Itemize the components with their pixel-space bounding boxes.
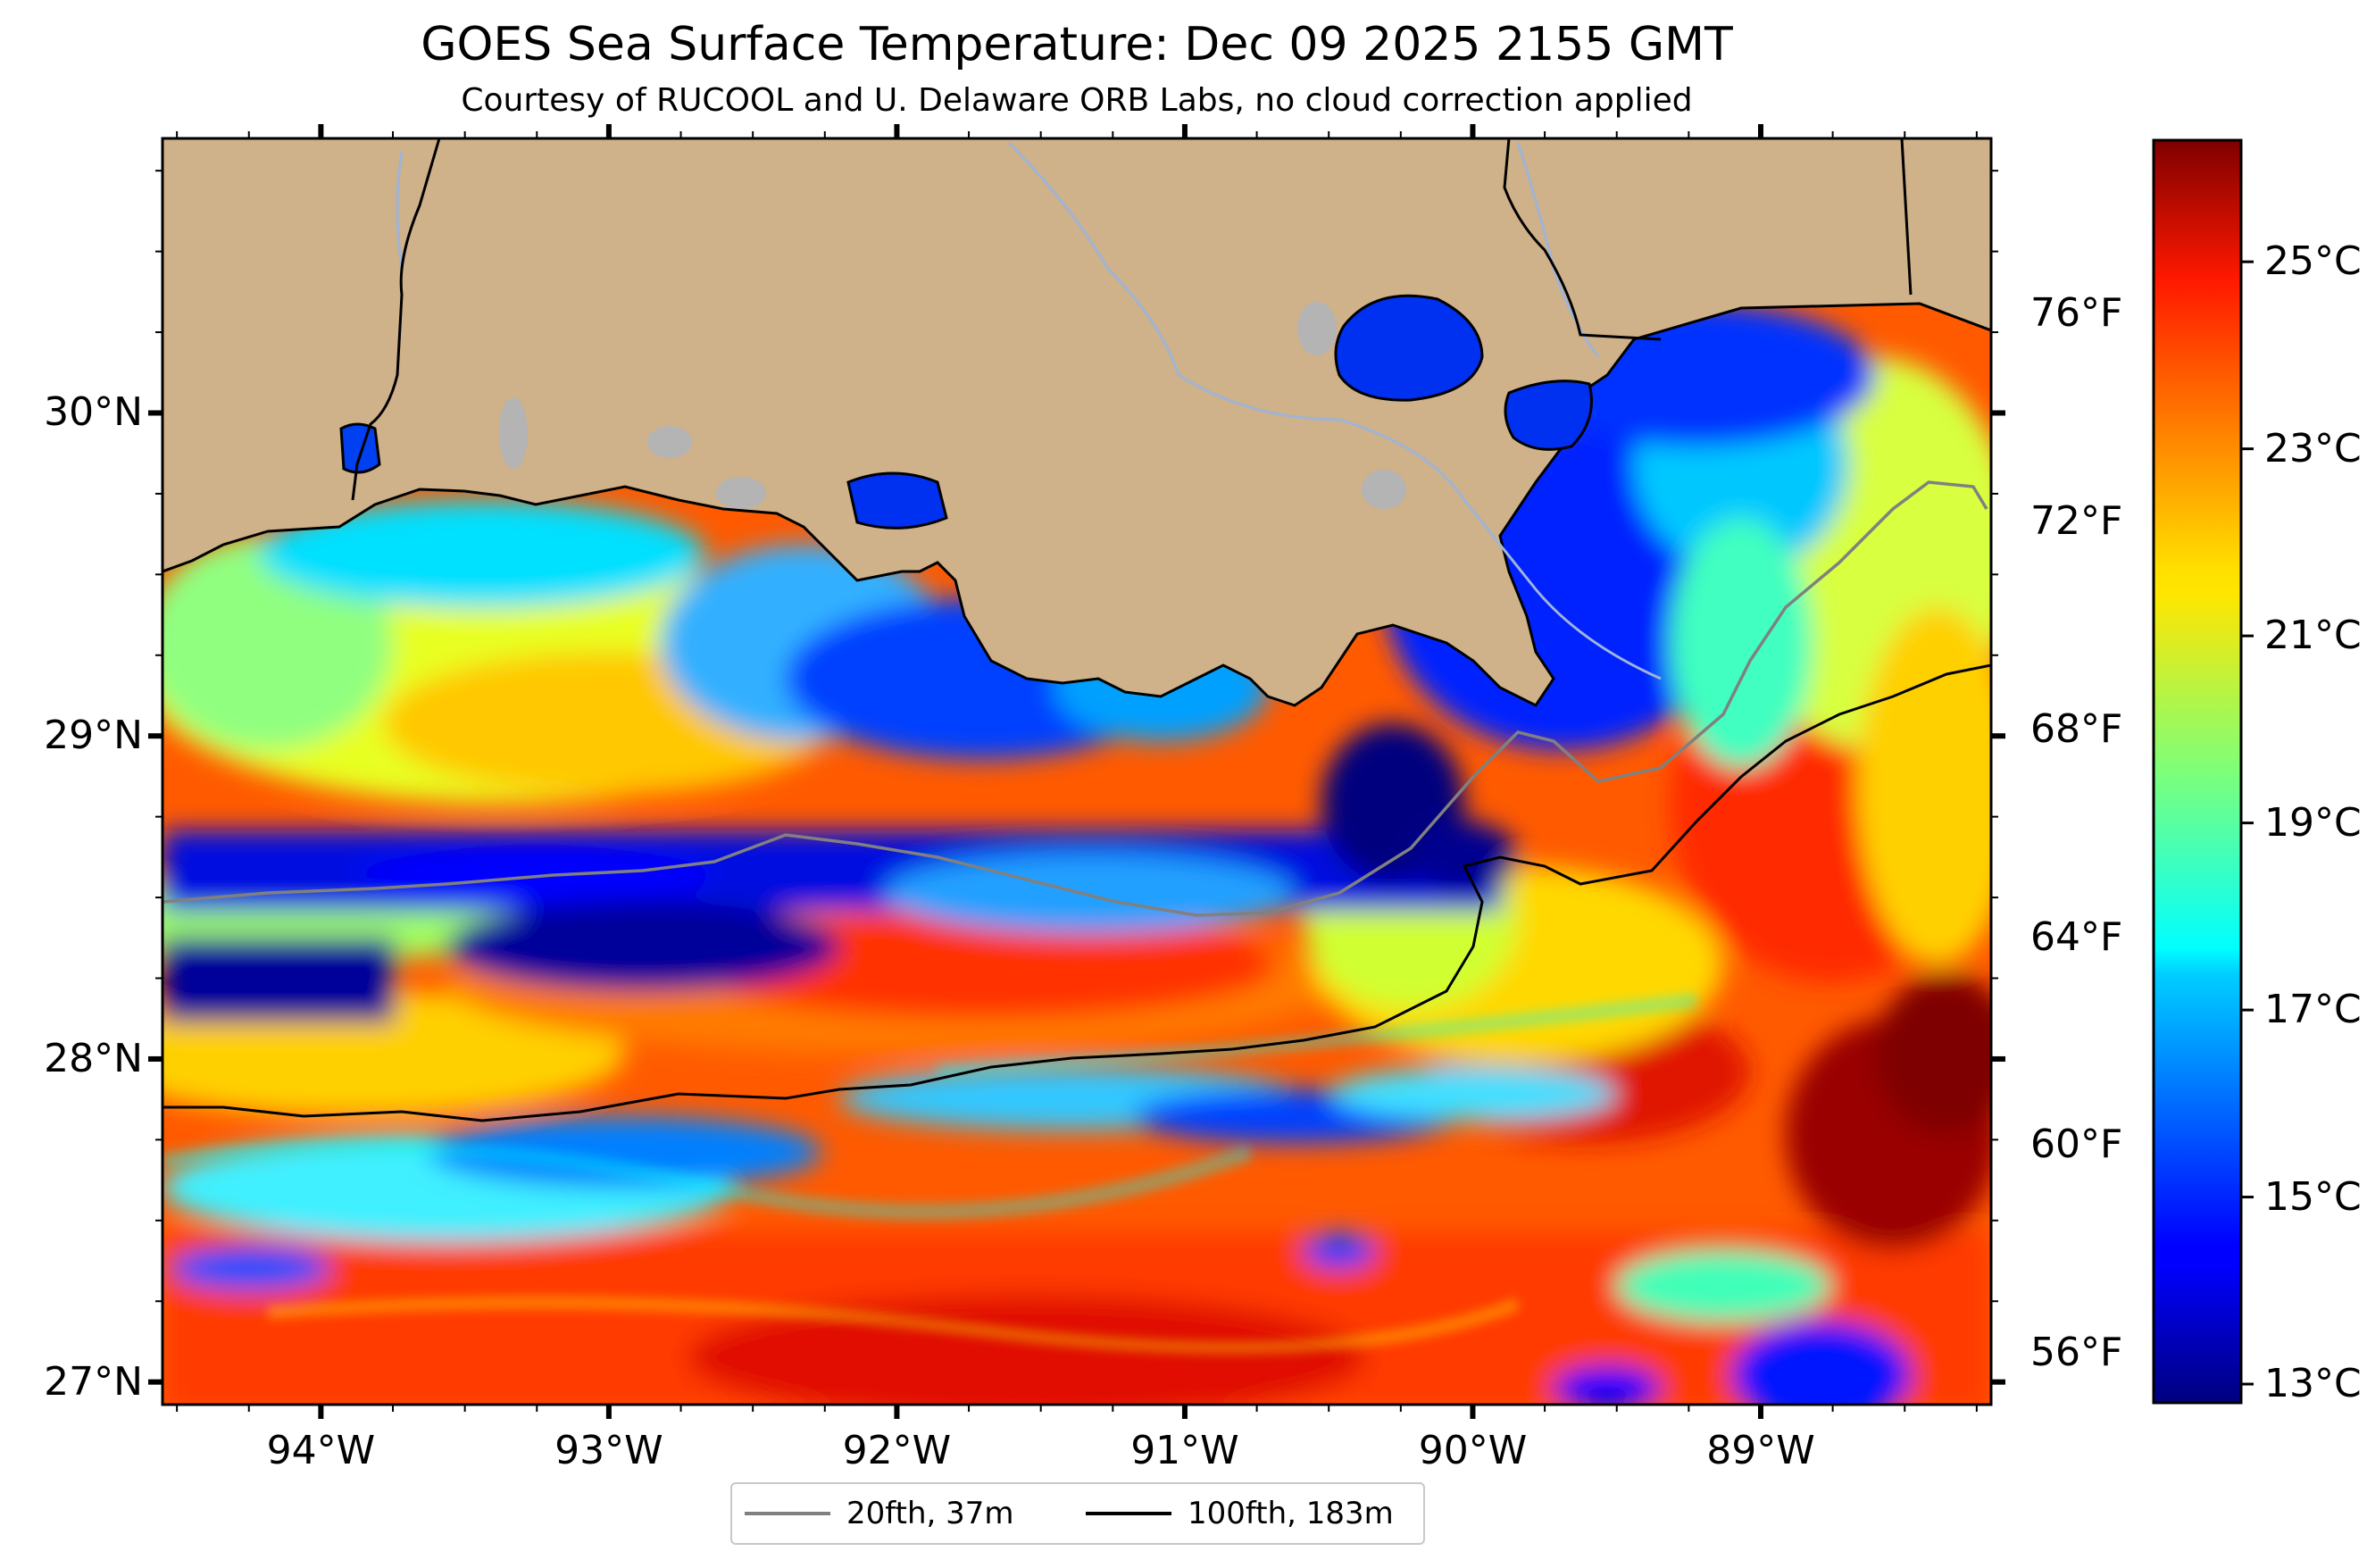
longitude-tick-label: 89°W <box>1706 1428 1815 1473</box>
sabine-lake <box>339 422 381 474</box>
inland-lake <box>499 397 528 469</box>
fahrenheit-tick-label: 60°F <box>2030 1122 2123 1168</box>
colorbar-tick-label: 21°C <box>2264 613 2362 659</box>
legend-item-100fth: 100fth, 183m <box>1086 1484 1394 1543</box>
sst-texture <box>163 993 1697 1355</box>
colorbar-tick-label: 17°C <box>2264 987 2362 1033</box>
land <box>163 138 1991 707</box>
legend-swatch-black-line <box>1086 1512 1171 1515</box>
colorbar-tick-label: 19°C <box>2264 799 2362 846</box>
legend-label-20fth: 20fth, 37m <box>846 1496 1014 1531</box>
vermilion-bay <box>846 471 948 530</box>
longitude-tick-label: 93°W <box>554 1428 663 1473</box>
latitude-tick-label: 29°N <box>44 713 143 759</box>
state-border <box>1503 138 1662 341</box>
river <box>396 151 404 269</box>
map-title: GOES Sea Surface Temperature: Dec 09 202… <box>421 18 1733 71</box>
inland-lake <box>1362 470 1406 509</box>
fahrenheit-tick-label: 76°F <box>2030 290 2123 337</box>
latitude-tick-label: 30°N <box>44 389 143 436</box>
map-frame <box>161 137 1993 1406</box>
lake-pontchartrain <box>1334 294 1484 402</box>
colorbar <box>2152 138 2243 1405</box>
colorbar-ticks <box>2241 260 2254 1386</box>
isobath-100fth <box>163 663 1991 1122</box>
land-area <box>163 138 1991 707</box>
lake-borgne <box>1504 379 1593 451</box>
longitude-tick-label: 91°W <box>1130 1428 1239 1473</box>
map-subtitle: Courtesy of RUCOOL and U. Delaware ORB L… <box>461 82 1693 119</box>
state-border <box>351 138 441 501</box>
fahrenheit-tick-label: 56°F <box>2030 1330 2123 1376</box>
longitude-tick-label: 94°W <box>266 1428 376 1473</box>
fahrenheit-tick-label: 72°F <box>2030 498 2123 545</box>
legend-label-100fth: 100fth, 183m <box>1188 1496 1394 1531</box>
inland-lake <box>1297 302 1337 355</box>
inland-lake <box>716 477 766 509</box>
longitude-tick-label: 90°W <box>1418 1428 1528 1473</box>
legend-swatch-grey-line <box>745 1512 830 1515</box>
legend: 20fth, 37m 100fth, 183m <box>730 1482 1425 1545</box>
legend-item-20fth: 20fth, 37m <box>745 1484 1014 1543</box>
river <box>1007 141 1662 680</box>
colorbar-tick-label: 15°C <box>2264 1173 2362 1220</box>
fahrenheit-tick-label: 64°F <box>2030 913 2123 960</box>
longitude-tick-label: 92°W <box>842 1428 952 1473</box>
map-ticks <box>148 124 2005 1419</box>
latitude-tick-label: 27°N <box>44 1358 143 1405</box>
inland-lake <box>647 426 692 458</box>
isobaths <box>163 480 1991 1122</box>
isobath-20fth <box>163 480 1988 917</box>
colorbar-tick-label: 23°C <box>2264 425 2362 471</box>
colorbar-tick-label: 13°C <box>2264 1361 2362 1407</box>
latitude-tick-label: 28°N <box>44 1035 143 1081</box>
fahrenheit-tick-label: 68°F <box>2030 705 2123 752</box>
colorbar-tick-label: 25°C <box>2264 238 2362 285</box>
state-border <box>1900 138 1913 296</box>
